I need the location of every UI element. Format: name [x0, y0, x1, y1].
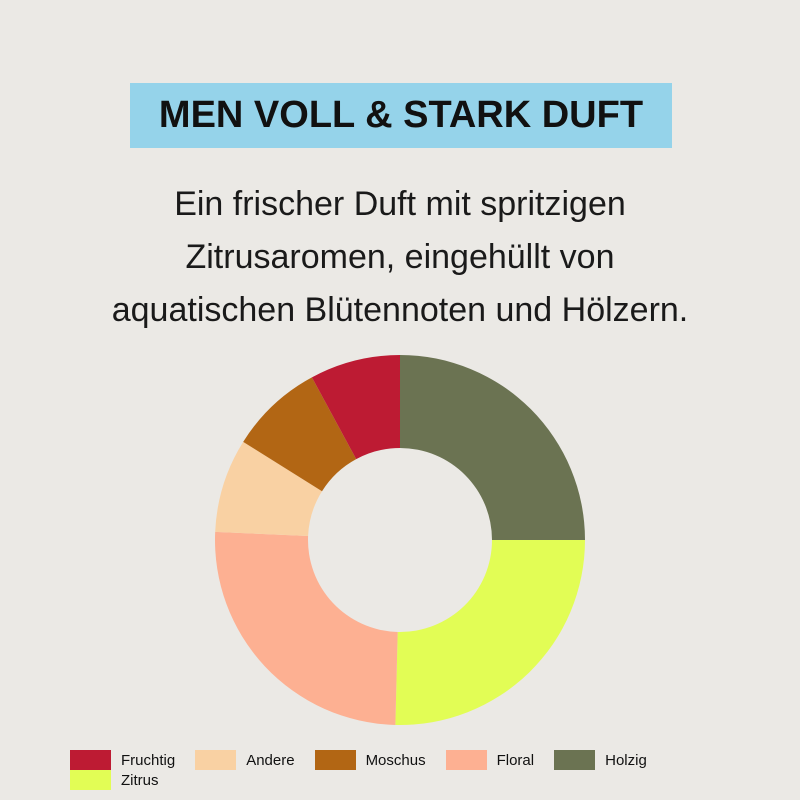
legend-swatch: [554, 750, 596, 770]
legend-item-floral: Floral: [445, 750, 535, 770]
slice-zitrus: [395, 540, 585, 725]
legend-label: Zitrus: [121, 771, 159, 789]
legend-label: Floral: [496, 751, 535, 769]
legend-swatch: [195, 750, 237, 770]
slice-moschus: [243, 377, 357, 492]
description-line: Zitrusaromen, eingehüllt von: [185, 238, 615, 276]
legend-item-andere: Andere: [195, 750, 295, 770]
description-line: aquatischen Blütennoten und Hölzern.: [111, 291, 689, 329]
legend-item-moschus: Moschus: [314, 750, 426, 770]
description: Ein frischer Duft mit spritzigen Zitrusa…: [0, 178, 800, 337]
legend-swatch: [314, 750, 356, 770]
legend-item-fruchtig: Fruchtig: [70, 750, 175, 770]
legend-swatch: [70, 770, 111, 790]
description-line: Ein frischer Duft mit spritzigen: [174, 185, 626, 223]
slice-floral: [215, 531, 398, 725]
legend-item-zitrus: Zitrus: [70, 770, 159, 790]
slice-holzig: [400, 355, 585, 540]
legend-label: Holzig: [605, 751, 647, 769]
legend-swatch: [70, 750, 111, 770]
legend-label: Fruchtig: [121, 751, 176, 769]
legend-swatch: [445, 750, 487, 770]
slice-andere: [215, 441, 323, 536]
legend: Fruchtig Andere Moschus Floral Holzig Zitrus: [70, 750, 750, 790]
legend-label: Andere: [246, 751, 295, 769]
page-title: MEN VOLL & STARK DUFT: [158, 94, 644, 136]
legend-label: Moschus: [365, 751, 426, 769]
legend-item-holzig: Holzig: [554, 750, 647, 770]
title-banner: MEN VOLL & STARK DUFT: [130, 83, 672, 148]
slice-fruchtig: [311, 355, 400, 460]
